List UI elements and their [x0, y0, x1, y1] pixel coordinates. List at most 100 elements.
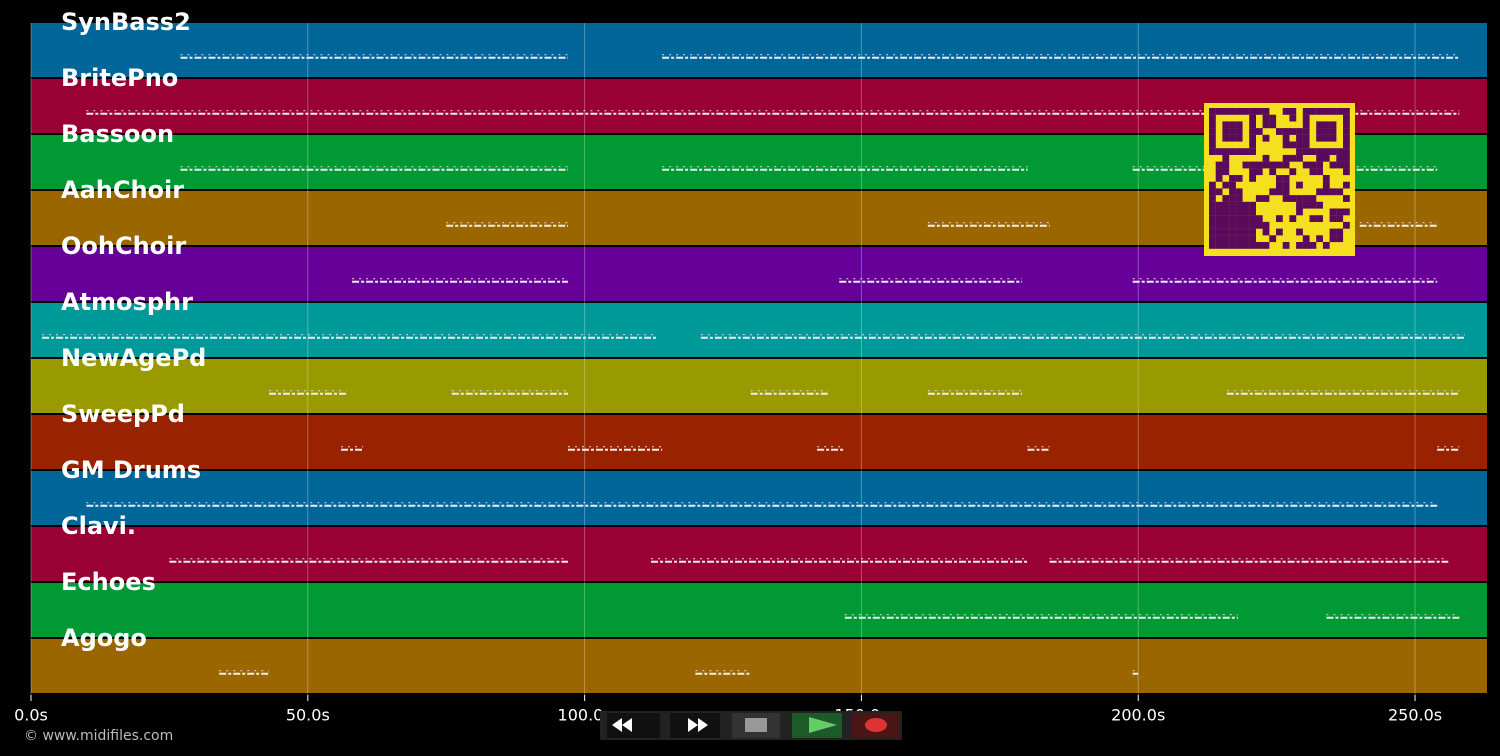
qr-module	[1242, 161, 1250, 169]
qr-module	[1322, 128, 1330, 135]
qr-module	[1309, 242, 1317, 249]
qr-module	[1215, 168, 1223, 176]
qr-module	[1343, 121, 1350, 129]
qr-module	[1229, 228, 1236, 236]
qr-module	[1289, 195, 1297, 202]
qr-module	[1242, 208, 1250, 216]
qr-module	[1222, 134, 1230, 142]
qr-module	[1316, 121, 1323, 129]
qr-module	[1222, 121, 1230, 129]
qr-module	[1209, 215, 1216, 222]
qr-module	[1302, 134, 1310, 142]
qr-module	[1329, 161, 1337, 169]
track-row	[31, 415, 1487, 469]
track-name: Atmosphr	[61, 288, 193, 316]
qr-module	[1336, 148, 1344, 155]
qr-module	[1336, 235, 1344, 243]
track-name: OohChoir	[61, 232, 186, 260]
qr-module	[1209, 235, 1216, 243]
qr-module	[1262, 228, 1270, 236]
qr-module	[1209, 121, 1216, 129]
qr-module	[1229, 195, 1236, 202]
track-name: Bassoon	[61, 120, 174, 148]
qr-module	[1329, 148, 1337, 155]
qr-module	[1316, 188, 1323, 196]
qr-module	[1269, 188, 1277, 196]
qr-module	[1309, 201, 1317, 209]
qr-module	[1242, 148, 1250, 155]
qr-module	[1249, 121, 1256, 129]
qr-module	[1229, 215, 1236, 222]
fast-forward-button[interactable]	[670, 713, 720, 738]
track-name: NewAgePd	[61, 344, 206, 372]
qr-module	[1249, 221, 1256, 229]
qr-module	[1282, 188, 1290, 196]
qr-module	[1296, 148, 1303, 155]
qr-module	[1296, 181, 1303, 189]
qr-module	[1282, 181, 1290, 189]
qr-module	[1209, 221, 1216, 229]
qr-module	[1296, 228, 1303, 236]
rewind-button[interactable]	[607, 713, 660, 738]
qr-module	[1269, 235, 1277, 243]
qr-module	[1289, 114, 1297, 122]
qr-module	[1229, 201, 1236, 209]
qr-module	[1235, 235, 1243, 243]
qr-module	[1316, 201, 1323, 209]
qr-module	[1329, 128, 1337, 135]
qr-module	[1343, 148, 1350, 155]
track-row	[31, 471, 1487, 525]
qr-module	[1269, 114, 1277, 122]
stop-button[interactable]	[732, 713, 780, 738]
qr-module	[1329, 108, 1337, 115]
qr-module	[1235, 128, 1243, 135]
qr-module	[1296, 128, 1303, 135]
qr-module	[1316, 128, 1323, 135]
qr-module	[1282, 175, 1290, 182]
qr-module	[1336, 108, 1344, 115]
qr-module	[1316, 235, 1323, 243]
qr-module	[1282, 134, 1290, 142]
qr-module	[1209, 201, 1216, 209]
qr-module	[1209, 181, 1216, 189]
track-name: AahChoir	[61, 176, 184, 204]
qr-module	[1269, 168, 1277, 176]
qr-module	[1309, 108, 1317, 115]
qr-module	[1222, 181, 1230, 189]
qr-module	[1229, 148, 1236, 155]
qr-module	[1215, 242, 1223, 249]
play-button[interactable]	[792, 713, 842, 738]
qr-module	[1215, 188, 1223, 196]
qr-module	[1235, 215, 1243, 222]
qr-module	[1262, 108, 1270, 115]
qr-module	[1249, 235, 1256, 243]
qr-module	[1222, 221, 1230, 229]
qr-module	[1229, 121, 1236, 129]
qr-module	[1242, 235, 1250, 243]
qr-module	[1249, 161, 1256, 169]
qr-module	[1316, 215, 1323, 222]
x-tick-label: 100.0s	[558, 706, 612, 725]
qr-module	[1343, 181, 1350, 189]
qr-module	[1235, 242, 1243, 249]
qr-module	[1242, 242, 1250, 249]
qr-module	[1229, 128, 1236, 135]
qr-module	[1229, 208, 1236, 216]
qr-module	[1302, 141, 1310, 149]
qr-module	[1289, 128, 1297, 135]
qr-module	[1222, 228, 1230, 236]
qr-module	[1249, 228, 1256, 236]
record-button[interactable]	[852, 713, 900, 738]
qr-module	[1302, 114, 1310, 122]
qr-module	[1302, 121, 1310, 129]
track-name: BritePno	[61, 64, 178, 92]
qr-module	[1282, 195, 1290, 202]
qr-module	[1329, 134, 1337, 142]
qr-module	[1209, 128, 1216, 135]
qr-module	[1255, 161, 1263, 169]
qr-module	[1222, 215, 1230, 222]
qr-module	[1249, 208, 1256, 216]
qr-module	[1242, 201, 1250, 209]
qr-module	[1316, 108, 1323, 115]
